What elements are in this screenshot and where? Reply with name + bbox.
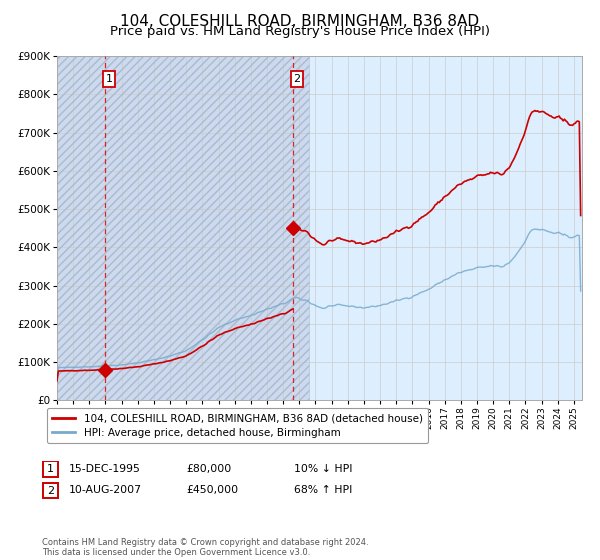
Text: 2: 2	[47, 486, 54, 496]
Text: 1: 1	[47, 464, 54, 474]
Text: 68% ↑ HPI: 68% ↑ HPI	[294, 485, 352, 495]
Text: 1: 1	[106, 74, 112, 84]
FancyBboxPatch shape	[43, 461, 58, 477]
Text: £450,000: £450,000	[186, 485, 238, 495]
Legend: 104, COLESHILL ROAD, BIRMINGHAM, B36 8AD (detached house), HPI: Average price, d: 104, COLESHILL ROAD, BIRMINGHAM, B36 8AD…	[47, 408, 428, 444]
Text: Price paid vs. HM Land Registry's House Price Index (HPI): Price paid vs. HM Land Registry's House …	[110, 25, 490, 38]
Text: £80,000: £80,000	[186, 464, 231, 474]
Bar	[57, 56, 309, 400]
Text: Contains HM Land Registry data © Crown copyright and database right 2024.
This d: Contains HM Land Registry data © Crown c…	[42, 538, 368, 557]
Text: 10% ↓ HPI: 10% ↓ HPI	[294, 464, 353, 474]
FancyBboxPatch shape	[43, 483, 58, 498]
Bar	[57, 56, 309, 400]
Text: 10-AUG-2007: 10-AUG-2007	[69, 485, 142, 495]
Text: 104, COLESHILL ROAD, BIRMINGHAM, B36 8AD: 104, COLESHILL ROAD, BIRMINGHAM, B36 8AD	[121, 14, 479, 29]
Text: 15-DEC-1995: 15-DEC-1995	[69, 464, 141, 474]
Text: 2: 2	[293, 74, 301, 84]
